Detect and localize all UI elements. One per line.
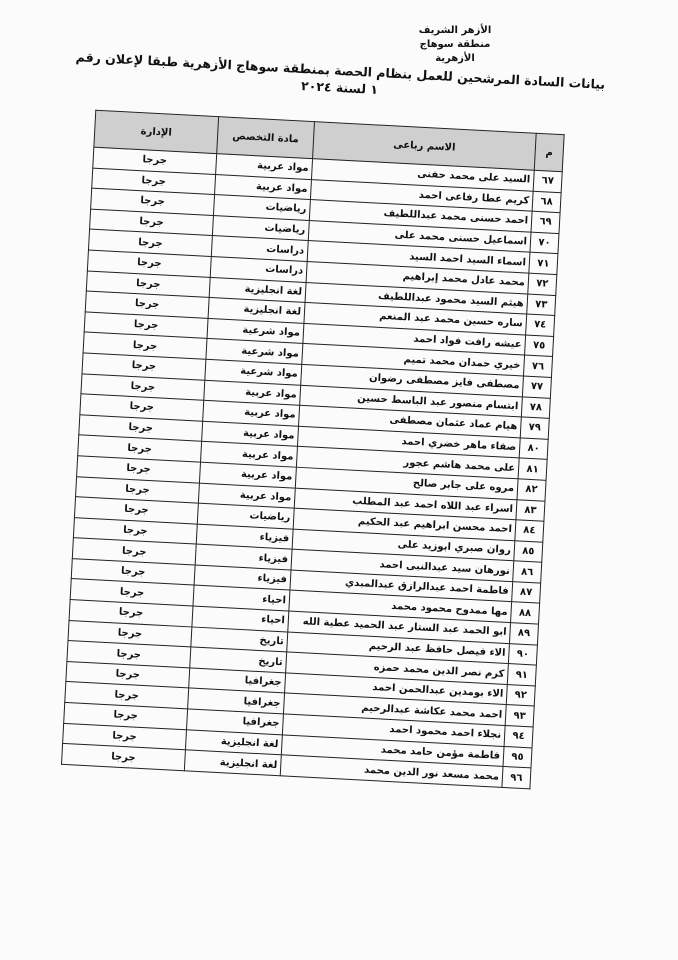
- row-number: ٨٤: [514, 519, 544, 542]
- row-number: ٦٨: [532, 190, 562, 213]
- row-number: ٧٦: [523, 355, 553, 378]
- row-number: ٩٠: [508, 643, 538, 666]
- row-number: ٧١: [528, 252, 558, 275]
- row-number: ٨١: [518, 458, 548, 481]
- organization-header: الأزهر الشريف منطقة سوهاج الأزهرية: [400, 24, 510, 66]
- row-number: ٩٥: [502, 746, 533, 769]
- specialization: لغة انجليزية: [184, 750, 282, 776]
- row-number: ٧٢: [527, 273, 557, 296]
- row-number: ٨٢: [517, 478, 547, 501]
- row-number: ٧٥: [524, 334, 554, 357]
- candidates-table: م الاسم رباعى مادة التخصص الإدارة ٦٧ السي…: [61, 110, 565, 790]
- column-header-number: م: [534, 133, 565, 172]
- row-number: ٧٤: [525, 314, 555, 337]
- column-header-administration: الإدارة: [93, 110, 219, 154]
- row-number: ٩٣: [505, 704, 535, 727]
- row-number: ٨٥: [513, 540, 543, 563]
- row-number: ٧٩: [520, 417, 550, 440]
- row-number: ٩٦: [501, 766, 531, 789]
- column-header-subject: مادة التخصص: [216, 116, 315, 159]
- org-region: منطقة سوهاج الأزهرية: [419, 39, 491, 64]
- row-number: ٨٦: [512, 561, 542, 584]
- document-title: بيانات السادة المرشحين للعمل بنظام الحصة…: [75, 49, 606, 97]
- row-number: ٧٠: [529, 231, 559, 254]
- row-number: ٧٧: [522, 375, 552, 398]
- row-number: ٦٧: [533, 170, 563, 193]
- row-number: ٩٤: [504, 725, 534, 748]
- row-number: ٨٨: [510, 602, 540, 625]
- candidates-table-wrapper: م الاسم رباعى مادة التخصص الإدارة ٦٧ السي…: [61, 110, 565, 790]
- row-number: ٩٢: [506, 684, 536, 707]
- row-number: ٨٣: [515, 499, 545, 522]
- org-name: الأزهر الشريف: [418, 25, 492, 36]
- row-number: ٩١: [507, 663, 537, 686]
- row-number: ٨٠: [519, 437, 549, 460]
- row-number: ٧٣: [526, 293, 556, 316]
- row-number: ٨٧: [511, 581, 541, 604]
- row-number: ٨٩: [509, 622, 539, 645]
- row-number: ٧٨: [521, 396, 551, 419]
- row-number: ٦٩: [531, 211, 561, 234]
